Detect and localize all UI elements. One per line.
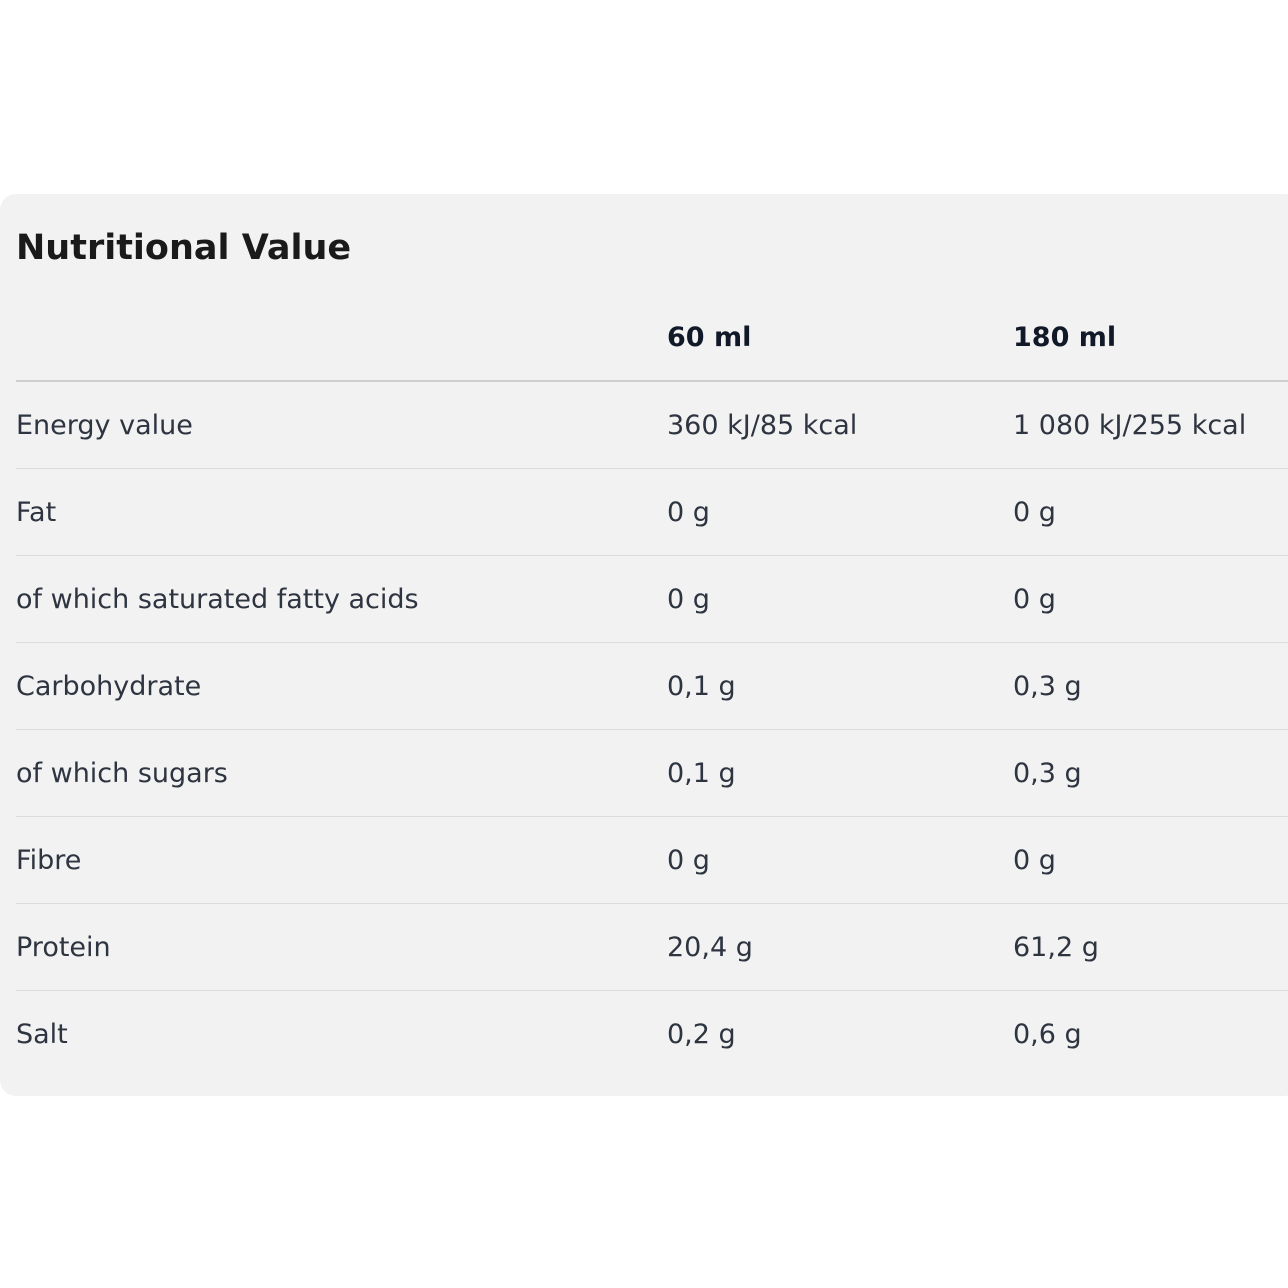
table-body: Energy value 360 kJ/85 kcal 1 080 kJ/255 k… [16, 381, 1288, 1077]
value-cell: 0 g [667, 816, 1013, 904]
value-cell: 0 g [667, 555, 1013, 643]
row: of which sugars 0,1 g 0,3 g [16, 729, 1288, 817]
nutrient-cell: Carbohydrate [16, 642, 667, 730]
value-cell: 61,2 g [1013, 903, 1288, 991]
value-cell: 1 080 kJ/255 kcal [1013, 381, 1288, 469]
value-cell: 20,4 g [667, 903, 1013, 991]
nutrient-cell: Fibre [16, 816, 667, 904]
value-cell: 0,6 g [1013, 1018, 1082, 1050]
value-cell: 0 g [1013, 816, 1288, 904]
row: Carbohydrate 0,1 g 0,3 g [16, 642, 1288, 730]
value-cell: 0,2 g [667, 1018, 736, 1050]
nutrient-cell: Fat [16, 468, 667, 556]
nutrient-cell: Energy value [16, 381, 667, 469]
nutrient-cell: of which saturated fatty acids [16, 555, 667, 643]
value-cell: 0,3 g [1013, 642, 1288, 730]
nutrient-cell: of which sugars [16, 729, 667, 817]
row: Protein 20,4 g 61,2 g [16, 903, 1288, 991]
nutrient-cell: Protein [16, 903, 667, 991]
value-cell: 0,1 g [667, 642, 1013, 730]
row: Energy value 360 kJ/85 kcal 1 080 kJ/255 k… [16, 381, 1288, 469]
table-head: 60 ml 180 ml [16, 294, 1288, 382]
value-cell: 360 kJ/85 kcal [667, 381, 1013, 469]
value-cell: 0,1 g [667, 729, 1013, 817]
value-cell: 0 g [1013, 468, 1288, 556]
header-cell [16, 294, 667, 382]
row: Salt 0,2 g 0,6 g [16, 991, 1288, 1078]
header-cell: 60 ml [667, 294, 1013, 382]
value-cell: 0 g [667, 468, 1013, 556]
value-cell: 0,3 g [1013, 729, 1288, 817]
value-cell: 0 g [1013, 555, 1288, 643]
nutrition-table: 60 ml 180 ml Energy value 360 kJ/85 kcal 1 … [16, 294, 1288, 1077]
nutrient-cell: Salt [16, 1018, 68, 1050]
title: Nutritional Value [16, 228, 352, 268]
header-row: 60 ml 180 ml [16, 294, 1288, 382]
header-cell: 180 ml [1013, 294, 1288, 382]
